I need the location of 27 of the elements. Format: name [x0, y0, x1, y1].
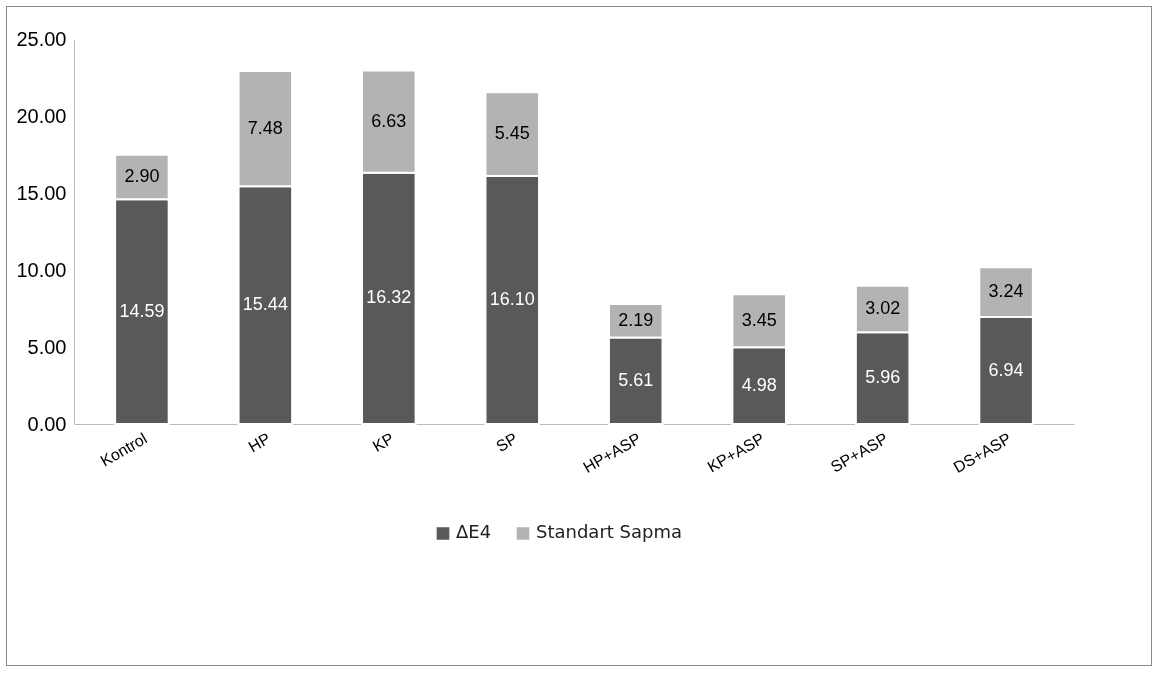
data-label: 15.44: [242, 294, 288, 315]
data-label: 5.61: [618, 369, 654, 390]
data-label: 5.96: [865, 367, 901, 388]
data-label: 5.45: [494, 123, 530, 144]
data-label: 3.24: [988, 281, 1024, 302]
data-label: 6.94: [988, 359, 1024, 380]
data-label: 2.19: [618, 309, 654, 330]
data-label: 4.98: [741, 374, 777, 395]
x-tick-label: SP: [493, 429, 521, 456]
legend-label: Standart Sapma: [536, 521, 683, 543]
legend-label: ΔE4: [456, 521, 492, 543]
data-label: 3.45: [741, 309, 777, 330]
y-tick-label: 25.00: [16, 27, 67, 50]
data-label: 14.59: [119, 300, 165, 321]
y-tick-label: 10.00: [16, 258, 67, 281]
y-tick-label: 15.00: [16, 181, 67, 204]
data-label: 16.32: [366, 287, 412, 308]
data-label: 7.48: [247, 117, 283, 138]
data-label: 3.02: [865, 297, 901, 318]
x-tick-label: KP: [369, 429, 397, 456]
data-label: 2.90: [124, 165, 160, 186]
y-tick-label: 20.00: [16, 104, 67, 127]
data-label: 16.10: [489, 289, 535, 310]
y-tick-label: 5.00: [27, 335, 67, 358]
data-label: 6.63: [371, 110, 407, 131]
y-tick-label: 0.00: [27, 412, 67, 435]
x-tick-label: HP: [245, 429, 274, 456]
